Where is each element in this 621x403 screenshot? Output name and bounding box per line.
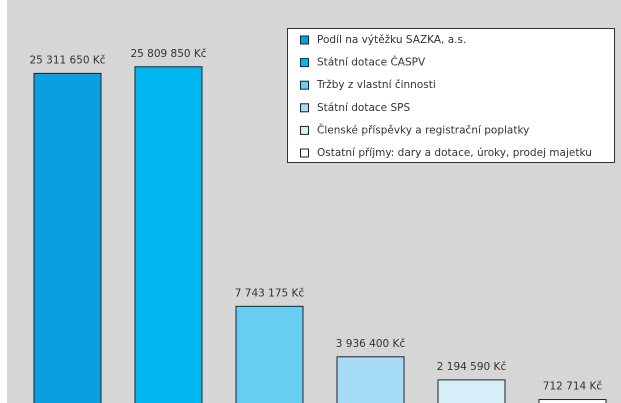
value-label: 2 194 590 Kč [437,361,507,373]
legend-label: Členské příspěvky a registrační poplatky [317,123,529,136]
bar [538,399,607,403]
value-label: 712 714 Kč [543,381,603,393]
bar [336,356,405,403]
legend-label: Ostatní příjmy: dary a dotace, úroky, pr… [317,147,592,159]
legend-label: Podíl na výtěžku SAZKA, a.s. [317,34,466,46]
legend-swatch [300,125,309,135]
bar [437,379,506,403]
legend-label: Státní dotace ČASPV [317,56,426,69]
legend-swatch [300,148,309,158]
value-label: 7 743 175 Kč [235,287,305,299]
legend-label: Státní dotace SPS [317,102,410,114]
legend-swatch [300,35,309,45]
value-label: 25 809 850 Kč [130,48,206,60]
bar [33,72,102,403]
legend-swatch [300,80,309,90]
legend-swatch [300,103,309,113]
bar [235,305,304,403]
legend-label: Tržby z vlastní činnosti [316,79,436,91]
left-margin [0,0,7,403]
legend-swatch [300,58,309,68]
value-label: 25 311 650 Kč [29,54,105,66]
legend-box [287,28,615,163]
value-label: 3 936 400 Kč [336,338,406,350]
bar [134,66,203,403]
